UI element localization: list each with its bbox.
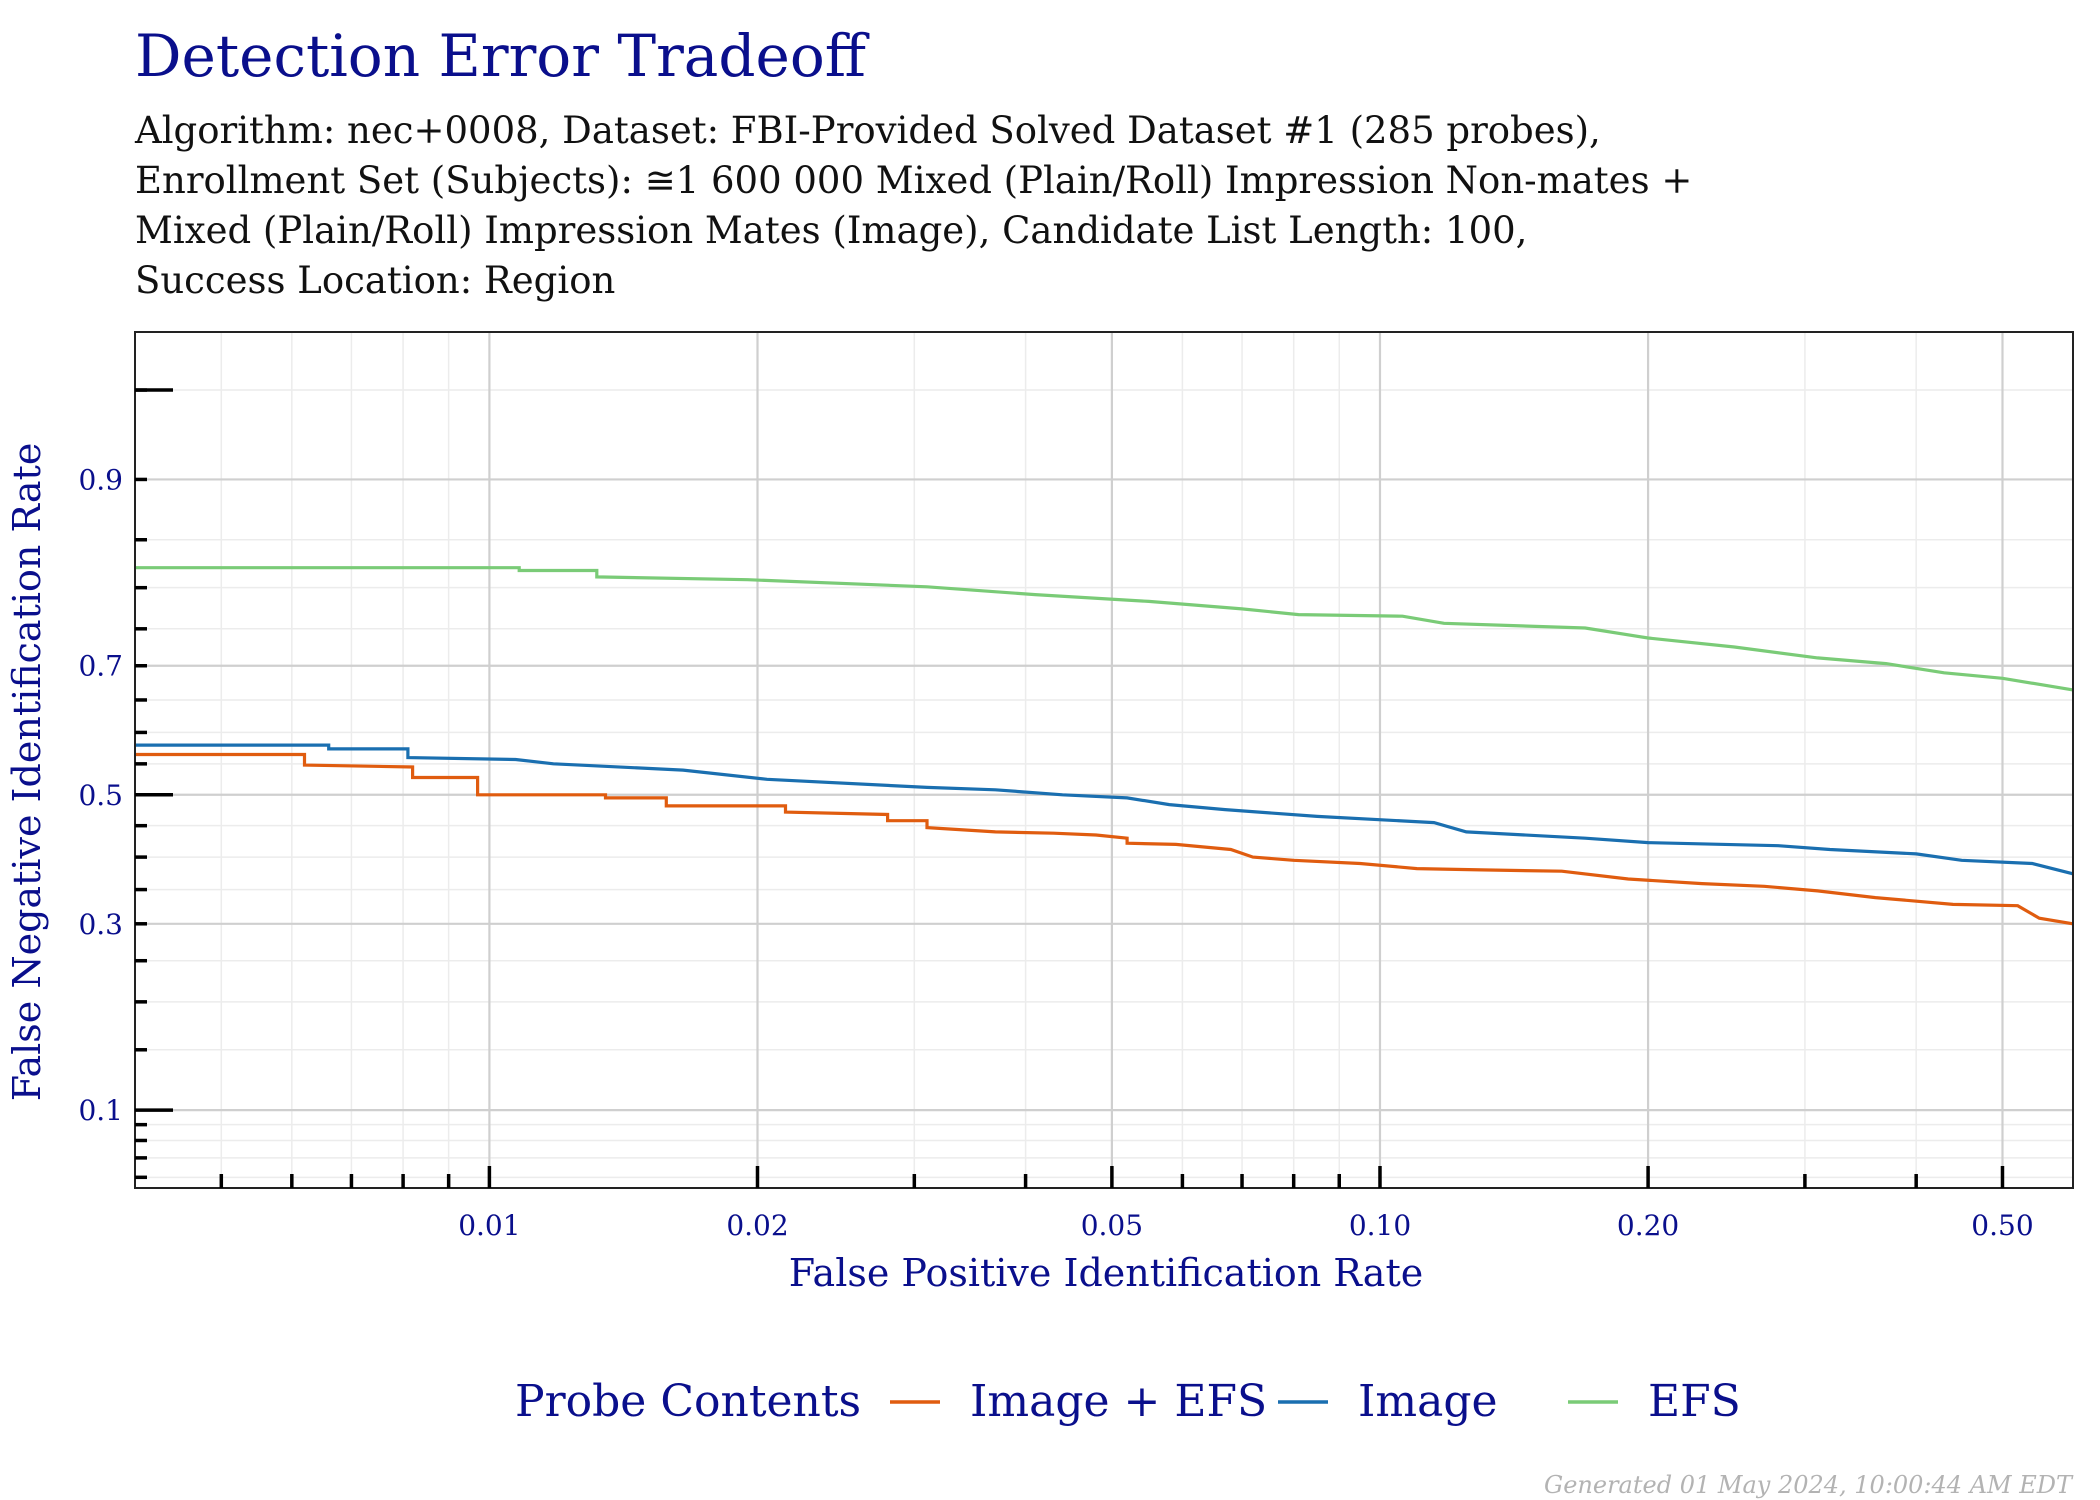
x-axis-ticks: 0.01 0.02 0.05 0.10 0.20 0.50 [458, 1209, 2033, 1242]
plot-panel-border [134, 331, 2074, 1189]
chart-title: Detection Error Tradeoff [135, 22, 866, 90]
axis-rug-ticks [135, 388, 2005, 1188]
y-tick-label: 0.5 [78, 779, 123, 812]
y-tick-label: 0.7 [78, 650, 123, 683]
subtitle-line: Enrollment Set (Subjects): ≅1 600 000 Mi… [135, 159, 1693, 202]
series-lines [135, 566, 2074, 926]
x-tick-label: 0.20 [1617, 1209, 1679, 1242]
x-axis-label: False Positive Identification Rate [789, 1251, 1423, 1295]
legend-label: Image + EFS [970, 1376, 1267, 1427]
series-line-image-efs [135, 752, 2074, 926]
chart-subtitle: Algorithm: nec+0008, Dataset: FBI-Provid… [135, 106, 1692, 306]
y-axis-ticks: 0.1 0.3 0.5 0.7 0.9 [78, 463, 123, 1127]
major-gridlines [135, 332, 2073, 1188]
y-tick-label: 0.1 [78, 1094, 123, 1127]
y-axis-label: False Negative Identification Rate [5, 443, 49, 1102]
x-tick-label: 0.10 [1349, 1209, 1411, 1242]
subtitle-line: Success Location: Region [135, 259, 616, 302]
x-tick-label: 0.50 [1971, 1209, 2033, 1242]
x-tick-label: 0.02 [726, 1209, 788, 1242]
x-tick-label: 0.01 [458, 1209, 520, 1242]
series-line-efs [135, 566, 2074, 692]
legend: Probe Contents Image + EFS Image EFS [515, 1376, 1741, 1427]
y-tick-label: 0.3 [78, 908, 123, 941]
subtitle-line: Mixed (Plain/Roll) Impression Mates (Ima… [135, 209, 1528, 252]
legend-title: Probe Contents [515, 1376, 861, 1427]
generated-timestamp: Generated 01 May 2024, 10:00:44 AM EDT [1544, 1471, 2072, 1499]
legend-label: EFS [1648, 1376, 1741, 1427]
x-tick-label: 0.05 [1081, 1209, 1143, 1242]
minor-gridlines [135, 332, 2073, 1188]
series-line-image [135, 743, 2074, 876]
legend-label: Image [1358, 1376, 1498, 1427]
y-tick-label: 0.9 [78, 463, 123, 496]
subtitle-line: Algorithm: nec+0008, Dataset: FBI-Provid… [135, 109, 1601, 152]
